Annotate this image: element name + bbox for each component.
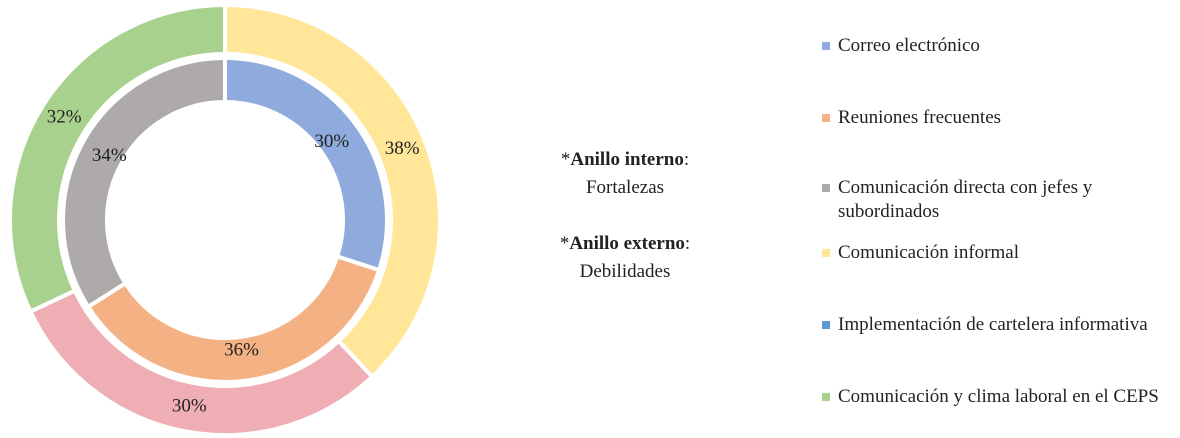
legend-label: Comunicación informal (838, 242, 1019, 263)
legend-item: Comunicación directa con jefes y subordi… (822, 176, 1172, 224)
legend-swatch (822, 321, 830, 329)
annotation-text: Debilidades (579, 261, 671, 282)
annotation-text: Fortalezas (585, 177, 665, 198)
annotation-bold: Anillo externo (569, 233, 685, 254)
legend-label: Implementación de cartelera informativa (838, 314, 1148, 335)
legend-label: Comunicación directa con jefes y subordi… (838, 177, 1093, 222)
legend-item: Correo electrónico (822, 34, 1172, 58)
legend-swatch (822, 42, 830, 50)
legend-swatch (822, 184, 830, 192)
data-label: 30% (314, 131, 349, 152)
segment (61, 55, 227, 310)
legend-swatch (822, 114, 830, 122)
legend-swatch (822, 393, 830, 401)
legend-item: Comunicación y clima laboral en el CEPS (822, 385, 1172, 409)
annotation-bold: Anillo interno (570, 149, 684, 170)
legend-item: Implementación de cartelera informativa (822, 313, 1172, 337)
data-label: 36% (224, 339, 259, 360)
annotation-prefix: * (559, 233, 570, 254)
data-label: 34% (92, 145, 127, 166)
segment (85, 253, 382, 384)
data-label: 30% (172, 395, 207, 416)
annotation: *Anillo externo: Debilidades (525, 230, 725, 286)
legend-label: Correo electrónico (838, 35, 980, 56)
legend-label: Comunicación y clima laboral en el CEPS (838, 386, 1159, 407)
legend-swatch (822, 249, 830, 257)
annotation: *Anillo interno: Fortalezas (525, 146, 725, 202)
segment (8, 2, 227, 315)
legend-item: Reuniones frecuentes (822, 106, 1172, 130)
data-label: 32% (47, 106, 82, 127)
segment (223, 2, 442, 380)
annotation-suffix: : (684, 233, 691, 254)
data-label: 38% (385, 138, 420, 159)
annotation-prefix: * (560, 149, 571, 170)
chart: 30% 36% 34% 38% 30% 32% (8, 2, 442, 437)
legend-item: Comunicación informal (822, 241, 1172, 265)
annotation-suffix: : (683, 149, 690, 170)
legend-label: Reuniones frecuentes (838, 107, 1002, 128)
